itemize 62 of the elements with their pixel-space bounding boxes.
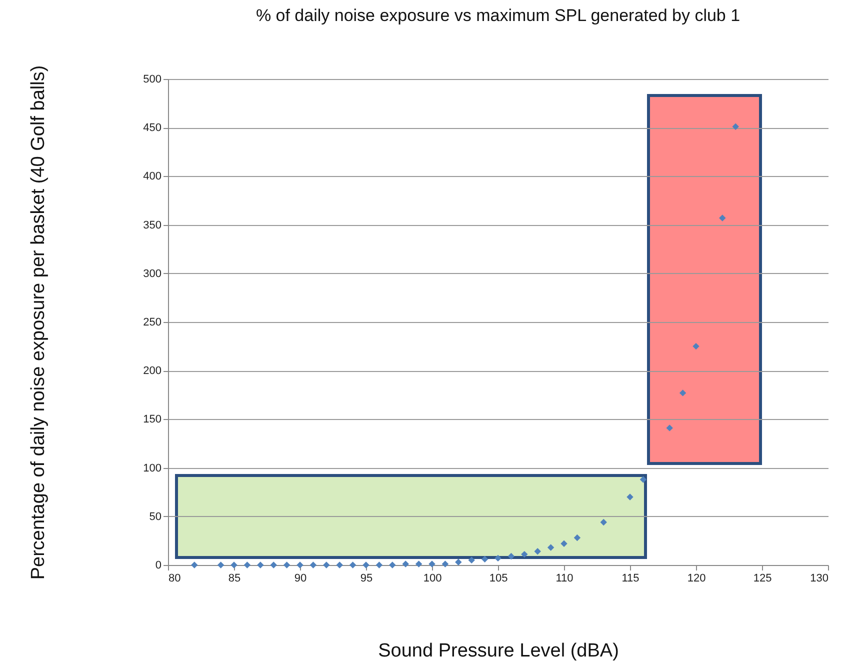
point (455, 558, 462, 566)
y-tick-label: 250 (143, 316, 162, 328)
y-tick-label: 200 (143, 365, 162, 378)
point (666, 424, 673, 432)
y-tick-label: 400 (143, 170, 162, 183)
x-tick-label: 110 (556, 572, 574, 584)
point (534, 548, 541, 555)
point (336, 562, 343, 568)
x-tick-label: 80 (168, 572, 181, 584)
point (679, 390, 686, 396)
point (270, 562, 277, 568)
y-tick-label: 450 (143, 122, 162, 134)
x-tick-label: 100 (423, 572, 442, 584)
point (574, 534, 581, 542)
point (600, 518, 607, 526)
y-axis-title: Percentage of daily noise exposure per basket (40 Golf balls) (28, 65, 50, 580)
point (508, 552, 515, 560)
x-axis-title: Sound Pressure Level (dBA) (378, 640, 619, 662)
point (244, 562, 251, 568)
y-tick-label: 350 (143, 219, 162, 232)
y-tick-label: 300 (143, 268, 162, 280)
point (389, 562, 396, 568)
point (217, 562, 224, 568)
point (376, 562, 383, 568)
y-tick-label: 500 (143, 74, 162, 86)
x-tick-label: 105 (489, 572, 508, 584)
y-tick-label: 50 (149, 510, 162, 523)
point (296, 562, 304, 568)
point (626, 494, 634, 500)
point (415, 560, 422, 568)
point (362, 562, 370, 568)
point (481, 556, 488, 563)
point (349, 562, 356, 568)
y-tick-label: 100 (143, 462, 162, 474)
point (442, 560, 449, 568)
x-tick-label: 115 (622, 572, 640, 584)
point (560, 540, 568, 547)
point (640, 476, 647, 483)
point (402, 560, 409, 568)
x-tick-label: 120 (687, 572, 706, 584)
point (521, 550, 528, 558)
point (191, 562, 198, 568)
point (230, 562, 238, 568)
y-tick-label: 150 (143, 414, 162, 426)
point (494, 554, 502, 562)
point (719, 214, 726, 222)
x-tick-label: 125 (753, 572, 772, 584)
chart-title: % of daily noise exposure vs maximum SPL generated by club 1 (256, 6, 740, 25)
point (692, 342, 700, 350)
x-tick-label: 130 (810, 572, 828, 584)
x-tick-label: 90 (294, 572, 307, 584)
point (732, 123, 739, 130)
point (428, 560, 436, 568)
point (310, 562, 317, 568)
point (257, 562, 264, 568)
point (323, 562, 330, 568)
point (283, 562, 290, 568)
x-tick-label: 95 (360, 572, 373, 584)
x-tick-label: 85 (228, 572, 241, 584)
point (468, 556, 475, 564)
y-tick-label: 0 (155, 560, 162, 572)
point (547, 544, 554, 551)
